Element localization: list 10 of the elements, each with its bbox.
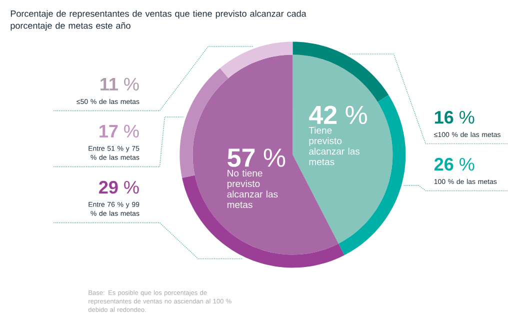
data-label: 57 % [228,148,286,167]
slice-label: Tiene previsto alcanzar las metas [308,126,360,166]
data-label: 42 % [309,106,368,124]
data-label: 11 % [100,78,139,91]
slice-label: No tiene previsto alcanzar las metas [227,170,278,208]
chart-title: Porcentaje de representantes de ventas que tiene previsto alcanzar cada porcentaje de metas este año [10,10,306,31]
data-label: 26 % [434,158,474,171]
data-label: 17 % [100,124,139,138]
data-label: 29 % [99,180,139,194]
data-label: 16 % [434,110,474,124]
